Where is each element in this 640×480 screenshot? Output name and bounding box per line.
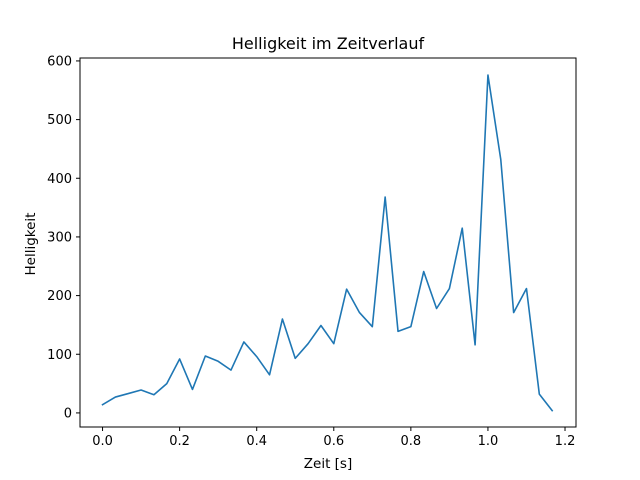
x-tick-label: 0.6: [323, 434, 344, 449]
x-tick-label: 0.2: [169, 434, 190, 449]
y-tick-label: 400: [47, 172, 72, 187]
x-tick-label: 1.0: [478, 434, 499, 449]
y-tick-label: 300: [47, 230, 72, 245]
plot-area: [79, 57, 577, 428]
y-axis: 0 100 200 300 400 500 600: [47, 54, 80, 421]
y-axis-label: Helligkeit: [23, 213, 39, 276]
x-tick-label: 0.0: [92, 434, 113, 449]
x-tick-label: 0.8: [401, 434, 422, 449]
y-tick-label: 600: [47, 54, 72, 69]
x-tick-label: 0.4: [246, 434, 267, 449]
axes-frame: [79, 57, 577, 428]
x-tick-label: 1.2: [555, 434, 576, 449]
series-line-0: [101, 74, 554, 412]
y-tick-label: 0: [64, 406, 72, 421]
chart-title: Helligkeit im Zeitverlauf: [232, 34, 425, 53]
y-tick-label: 200: [47, 289, 72, 304]
y-tick-label: 100: [47, 348, 72, 363]
x-axis-label: Zeit [s]: [304, 456, 352, 472]
x-axis: 0.0 0.2 0.4 0.6 0.8 1.0 1.2: [92, 427, 575, 449]
y-tick-label: 500: [47, 113, 72, 128]
